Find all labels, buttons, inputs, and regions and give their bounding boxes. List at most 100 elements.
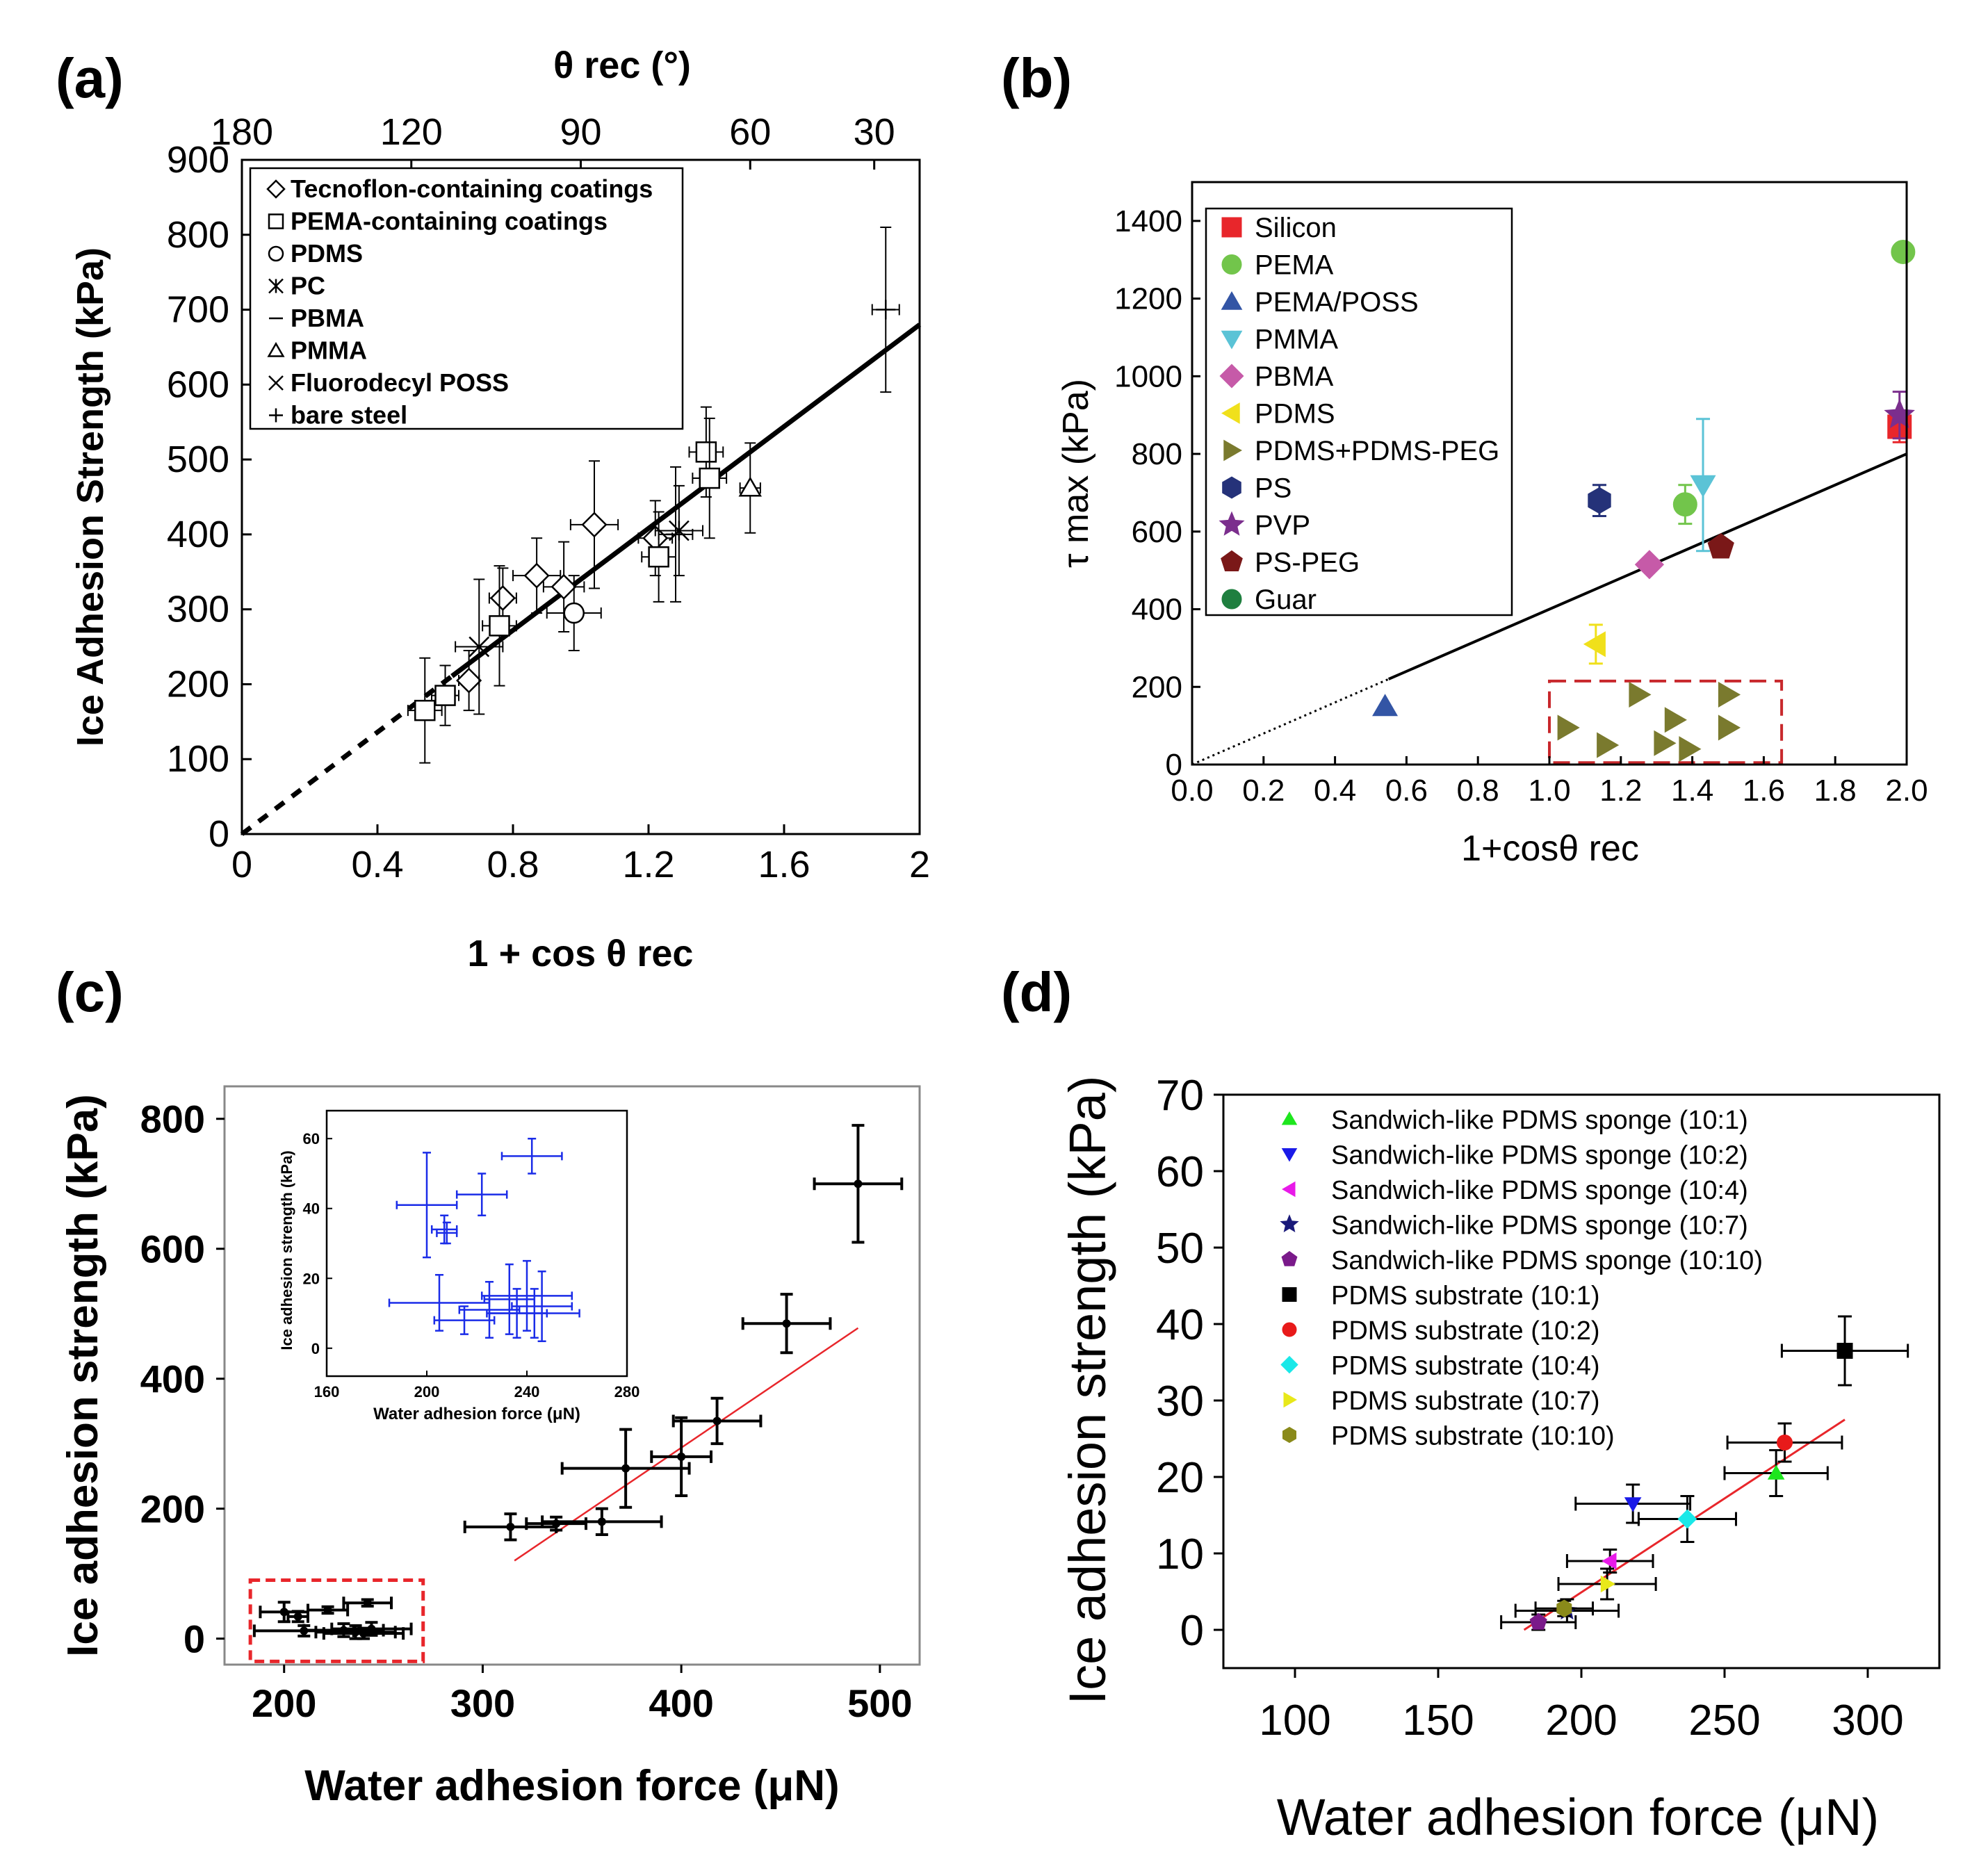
legend-label: PDMS+PDMS-PEG xyxy=(1255,436,1499,466)
inset-y-tick-label: 40 xyxy=(303,1200,320,1218)
inset-error-bar xyxy=(483,1263,536,1335)
legend-symbol xyxy=(1221,291,1243,310)
y-tick-label: 1000 xyxy=(1114,359,1182,393)
legend-label: Silicon xyxy=(1255,213,1337,243)
legend-symbol xyxy=(268,375,284,391)
data-point xyxy=(489,615,510,637)
inset-error-bar xyxy=(388,1273,491,1332)
data-point xyxy=(1588,487,1611,514)
y-tick-label: 600 xyxy=(167,364,229,405)
legend-label: PBMA xyxy=(1255,361,1334,392)
legend-symbol xyxy=(1222,476,1241,499)
x-tick-label: 0.8 xyxy=(1457,774,1499,808)
legend-label: PC xyxy=(291,272,325,300)
data-point xyxy=(1677,1509,1697,1529)
legend-label: PDMS substrate (10:1) xyxy=(1331,1282,1599,1311)
inset-error-bar xyxy=(488,1288,580,1339)
x-tick-label: 1.2 xyxy=(622,844,674,885)
inset-x-tick-label: 200 xyxy=(414,1383,440,1400)
legend-label: PEMA xyxy=(1255,250,1334,281)
data-point xyxy=(434,685,456,706)
y-tick-label: 900 xyxy=(167,139,229,181)
panel-label-c: (c) xyxy=(56,961,124,1023)
data-point xyxy=(712,1416,722,1426)
data-point xyxy=(469,636,490,658)
data-point xyxy=(1583,631,1606,658)
data-point xyxy=(1672,492,1697,517)
legend-label: Sandwich-like PDMS sponge (10:7) xyxy=(1331,1211,1748,1241)
legend-label: Tecnoflon-containing coatings xyxy=(291,174,653,203)
legend-symbol xyxy=(1282,1426,1296,1444)
data-point xyxy=(581,512,608,538)
y-tick-label: 600 xyxy=(1132,515,1182,549)
data-point xyxy=(854,1179,863,1189)
inset-error-bar xyxy=(455,1173,508,1217)
data-point xyxy=(1600,1575,1616,1593)
legend-symbol xyxy=(268,278,284,294)
top-tick-label: 120 xyxy=(380,111,443,153)
y-tick-label: 800 xyxy=(1132,437,1182,471)
chart-d-xlabel: Water adhesion force (μN) xyxy=(1277,1788,1880,1846)
x-tick-label: 0.8 xyxy=(487,844,539,885)
x-tick-label: 0.4 xyxy=(1314,774,1356,808)
y-tick-label: 600 xyxy=(140,1227,205,1271)
chart-d: 100 150 200 250 300 0 10 20 30 40 50 60 70 Water adh… xyxy=(1059,1072,1941,1846)
legend-symbol xyxy=(1282,1287,1297,1302)
y-tick-label: 40 xyxy=(1156,1301,1204,1349)
data-point xyxy=(1556,1599,1572,1617)
legend-label: PDMS substrate (10:2) xyxy=(1331,1316,1599,1346)
legend-label: PEMA/POSS xyxy=(1255,287,1419,318)
x-tick-label: 1.6 xyxy=(758,844,810,885)
legend-symbol xyxy=(268,213,284,229)
legend-symbol xyxy=(268,245,284,262)
top-tick-label: 90 xyxy=(560,111,601,153)
data-point xyxy=(1597,732,1620,758)
legend-label: Sandwich-like PDMS sponge (10:2) xyxy=(1331,1141,1748,1170)
data-point xyxy=(506,1522,515,1531)
data-point xyxy=(699,467,720,489)
highlight-box xyxy=(248,1578,425,1663)
data-point xyxy=(323,1606,332,1615)
legend-symbol xyxy=(267,342,285,357)
legend-symbol xyxy=(1221,330,1243,350)
y-tick-label: 400 xyxy=(140,1357,205,1401)
legend-label: Sandwich-like PDMS sponge (10:10) xyxy=(1331,1246,1763,1275)
x-tick-label: 300 xyxy=(1832,1697,1903,1745)
legend-label: PVP xyxy=(1255,510,1310,541)
legend-label: Fluorodecyl POSS xyxy=(291,368,509,397)
data-point xyxy=(677,1452,686,1461)
legend-label: PMMA xyxy=(1255,325,1338,355)
inset-y-tick-label: 20 xyxy=(303,1270,320,1287)
legend-label: PS xyxy=(1255,473,1292,504)
inset-frame xyxy=(325,1109,628,1378)
legend-symbol xyxy=(1282,1322,1297,1337)
data-point xyxy=(1634,550,1665,580)
legend-symbol xyxy=(1219,364,1244,389)
data-point xyxy=(456,667,482,694)
legend-symbol xyxy=(1223,439,1243,462)
y-tick-label: 60 xyxy=(1156,1148,1204,1196)
chart-c-ylabel: Ice adhesion strength (kPa) xyxy=(59,1094,107,1657)
x-tick-label: 400 xyxy=(649,1681,713,1725)
y-tick-label: 300 xyxy=(167,589,229,630)
y-tick-label: 400 xyxy=(167,514,229,555)
top-tick-label: 180 xyxy=(211,111,273,153)
legend-symbol xyxy=(1221,217,1242,238)
y-tick-label: 0 xyxy=(209,813,229,855)
data-point xyxy=(1654,730,1677,756)
data-point xyxy=(363,1599,372,1608)
data-point xyxy=(551,573,577,600)
x-tick-label: 0.0 xyxy=(1171,774,1213,808)
data-point xyxy=(1707,532,1734,559)
y-tick-label: 1200 xyxy=(1114,282,1182,316)
y-tick-label: 30 xyxy=(1156,1378,1204,1426)
data-point xyxy=(523,562,550,589)
y-tick-label: 1400 xyxy=(1114,204,1182,238)
data-point xyxy=(1602,1552,1617,1570)
y-tick-label: 200 xyxy=(140,1487,205,1531)
y-tick-label: 400 xyxy=(1132,593,1182,627)
data-point xyxy=(876,300,896,320)
data-point xyxy=(1767,1464,1785,1480)
chart-b: 0.0 0.2 0.4 0.6 0.8 1.0 1.2 1.4 1.6 1.8 2.0 0 200 400… xyxy=(1056,181,1928,869)
